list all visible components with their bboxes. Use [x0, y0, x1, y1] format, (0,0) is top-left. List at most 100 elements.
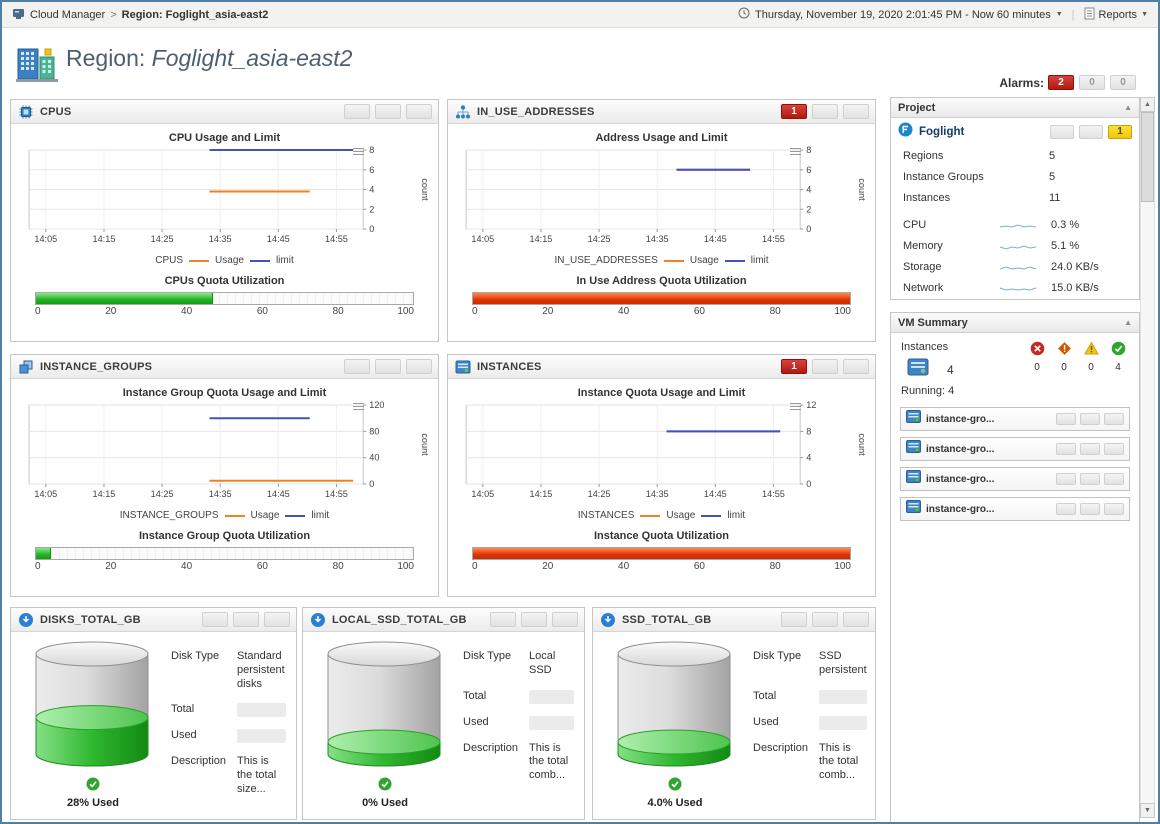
scroll-down-button[interactable]: ▼ [1140, 803, 1155, 818]
usage-line-swatch [663, 259, 684, 262]
quota-tick-label: 0 [35, 561, 41, 573]
quota-bar [472, 547, 851, 561]
disks-panel-header[interactable]: DISKS_TOTAL_GB [11, 608, 296, 632]
collapse-icon[interactable]: ▲ [1124, 103, 1132, 112]
time-range-selector[interactable]: Thursday, November 19, 2020 2:01:45 PM -… [738, 7, 1063, 22]
panel-title: IN_USE_ADDRESSES [477, 105, 595, 118]
alarm-badge-gray[interactable] [1050, 124, 1074, 139]
chart-menu-icon[interactable] [790, 148, 801, 157]
disk-field-row: Disk Type Standard persistent disks [171, 650, 286, 691]
alarm-badge-gray[interactable] [1104, 443, 1124, 455]
svg-text:0: 0 [369, 224, 374, 234]
in-use-addresses-panel-header[interactable]: IN_USE_ADDRESSES 1 [448, 100, 875, 124]
instance-groups-panel-header[interactable]: INSTANCE_GROUPS [11, 355, 438, 379]
scrollbar-track[interactable] [1140, 112, 1155, 803]
status-count: 4 [1115, 362, 1121, 373]
alarm-badge-gray[interactable] [375, 359, 401, 374]
alarm-badge-gray[interactable]: 0 [1079, 75, 1105, 90]
svg-text:14:35: 14:35 [646, 234, 669, 244]
instance-group-row[interactable]: instance-gro... [900, 437, 1130, 461]
disk-usage-cylinder [17, 638, 169, 775]
local-ssd-panel-header[interactable]: LOCAL_SSD_TOTAL_GB [303, 608, 584, 632]
reports-menu[interactable]: Reports ▼ [1084, 7, 1148, 23]
alarm-badge-gray[interactable] [344, 104, 370, 119]
legend-usage-label: Usage [215, 255, 244, 267]
alarm-badge-gray[interactable] [521, 612, 547, 627]
collapse-icon[interactable]: ▲ [1124, 318, 1132, 327]
chart-menu-icon[interactable] [353, 148, 364, 157]
alarm-badge-red[interactable]: 1 [781, 359, 807, 374]
quota-tick-label: 20 [105, 561, 117, 573]
disk-field-row: Used [171, 729, 286, 744]
alarm-badge-gray[interactable] [1080, 443, 1100, 455]
vertical-scrollbar[interactable]: ▲ ▼ [1140, 97, 1155, 818]
disk-field-value: This is the total comb... [819, 741, 859, 782]
alarm-badge-gray[interactable] [1080, 503, 1100, 515]
alarm-badge-red[interactable]: 2 [1048, 75, 1074, 90]
alarm-badge-gray[interactable] [552, 612, 578, 627]
disks-total-gb-panel: DISKS_TOTAL_GB 28% Used Disk Type Standar… [10, 607, 297, 820]
cpu-usage-chart-block: CPU Usage and Limit 0 2 4 6 8 14:05 14:15 14:25… [11, 132, 438, 266]
instance-group-row[interactable]: instance-gro... [900, 407, 1130, 431]
svg-text:count: count [857, 178, 865, 201]
chart-menu-icon[interactable] [790, 403, 801, 412]
alarm-badge-gray[interactable] [406, 359, 432, 374]
ssd-panel-header[interactable]: SSD_TOTAL_GB [593, 608, 875, 632]
chart-menu-icon[interactable] [353, 403, 364, 412]
alarm-badge-gray[interactable] [843, 359, 869, 374]
alarm-badge-gray[interactable] [1080, 473, 1100, 485]
alarms-label: Alarms: [999, 75, 1044, 90]
alarm-badge-gray[interactable] [264, 612, 290, 627]
project-foglight-row[interactable]: Foglight 1 [891, 118, 1139, 145]
alarm-badge-gray[interactable] [233, 612, 259, 627]
alarm-badge-gray[interactable] [406, 104, 432, 119]
alarm-badge-gray[interactable] [1104, 473, 1124, 485]
alarm-badge-gray[interactable] [1080, 413, 1100, 425]
alarm-badge-gray[interactable] [1056, 413, 1076, 425]
quota-axis: 0 20 40 60 80 100 [472, 305, 851, 319]
alarm-badge-gray[interactable] [843, 612, 869, 627]
disk-field-value [529, 715, 574, 730]
alarm-badge-gray[interactable] [812, 612, 838, 627]
vm-summary-panel-header[interactable]: VM Summary ▲ [891, 313, 1139, 333]
alarm-badge-gray[interactable] [843, 104, 869, 119]
panel-alarm-badges [781, 612, 869, 627]
alarm-badge-gray[interactable] [344, 359, 370, 374]
status-normal-icon [86, 777, 100, 795]
instance-group-icon [906, 500, 921, 518]
alarm-badge-gray[interactable] [490, 612, 516, 627]
alarm-badge-gray[interactable] [1079, 124, 1103, 139]
project-panel-header[interactable]: Project ▲ [891, 98, 1139, 118]
alarm-badge-gray[interactable] [812, 359, 838, 374]
alarm-badge-gray[interactable] [1104, 413, 1124, 425]
svg-text:2: 2 [806, 204, 811, 214]
alarm-badge-gray[interactable] [1056, 473, 1076, 485]
time-range-label: Thursday, November 19, 2020 2:01:45 PM -… [755, 8, 1051, 21]
breadcrumb-root[interactable]: Cloud Manager [30, 8, 106, 21]
instance-group-row[interactable]: instance-gro... [900, 497, 1130, 521]
instance-group-row[interactable]: instance-gro... [900, 467, 1130, 491]
scrollbar-thumb[interactable] [1141, 112, 1154, 202]
in-use-addresses-panel: IN_USE_ADDRESSES 1 Address Usage and Lim… [447, 99, 876, 342]
scroll-up-button[interactable]: ▲ [1140, 97, 1155, 112]
limit-line-swatch [249, 259, 270, 262]
alarm-badge-gray[interactable] [1104, 503, 1124, 515]
instances-panel-header[interactable]: INSTANCES 1 [448, 355, 875, 379]
quota-tick-label: 20 [105, 306, 117, 318]
alarm-badge-gray[interactable] [812, 104, 838, 119]
cpus-panel-header[interactable]: CPUS [11, 100, 438, 124]
svg-text:6: 6 [806, 165, 811, 175]
alarm-badge-gray[interactable] [1056, 503, 1076, 515]
alarm-badge-yellow[interactable]: 1 [1108, 124, 1132, 139]
project-metrics: CPU 0.3 % Memory 5.1 % Storage 24.0 KB/s Netwo… [891, 214, 1139, 298]
alarm-badge-gray[interactable]: 0 [1110, 75, 1136, 90]
disk-field-label: Total [753, 689, 777, 702]
alarm-badge-gray[interactable] [202, 612, 228, 627]
svg-text:14:55: 14:55 [762, 489, 785, 499]
alarm-badge-gray[interactable] [375, 104, 401, 119]
alarm-badge-gray[interactable] [1056, 443, 1076, 455]
alarm-badge-gray[interactable] [781, 612, 807, 627]
disk-field-label: Disk Type [753, 650, 802, 662]
alarm-badge-red[interactable]: 1 [781, 104, 807, 119]
